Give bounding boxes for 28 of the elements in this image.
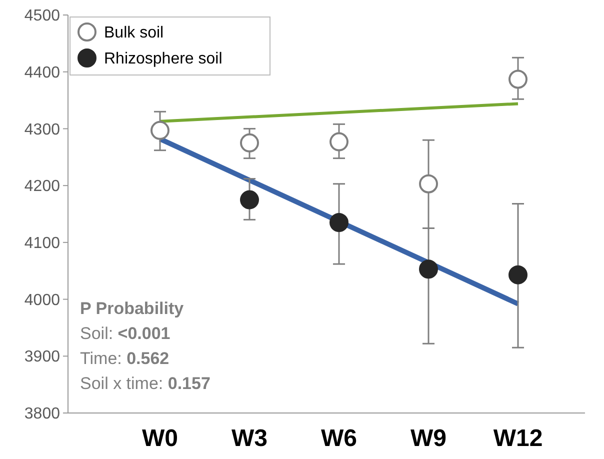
x-tick-label: W12	[493, 425, 543, 452]
annotation: Soil: <0.001	[80, 324, 170, 343]
point	[330, 132, 348, 152]
legend-label: Bulk soil	[104, 24, 164, 42]
point	[419, 260, 438, 279]
point	[419, 174, 438, 194]
x-tick-label: W3	[232, 425, 268, 452]
y-tick-label: 3900	[24, 348, 60, 366]
x-tick-label: W0	[142, 425, 178, 452]
point	[330, 213, 348, 232]
y-tick-label: 4300	[24, 121, 60, 138]
y-tick-label: 4200	[24, 178, 60, 196]
point	[508, 265, 528, 284]
annotation: Soil x time: 0.157	[80, 374, 210, 393]
point	[150, 120, 170, 140]
point	[508, 70, 528, 89]
x-tick-label: W9	[410, 425, 446, 452]
y-tick-label: 4500	[24, 8, 60, 25]
point	[240, 133, 259, 152]
y-tick-label: 4100	[24, 235, 60, 252]
annotation: Time: 0.562	[80, 349, 170, 368]
annotation: P Probability	[80, 299, 184, 318]
y-tick-label: 4000	[24, 292, 60, 309]
legend-label: Rhizosphere soil	[104, 50, 222, 68]
y-tick-label: 3800	[24, 406, 60, 423]
point	[240, 190, 259, 210]
x-tick-label: W6	[321, 425, 357, 452]
y-tick-label: 4400	[24, 64, 60, 82]
